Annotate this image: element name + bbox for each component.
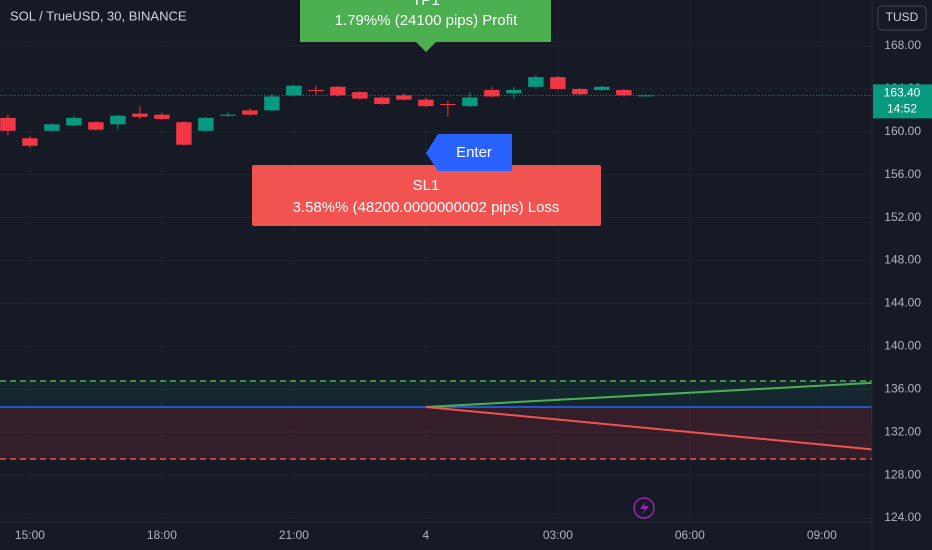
x-tick-label: 4: [423, 528, 430, 542]
loss-zone: [0, 407, 872, 460]
y-tick-label: 128.00: [884, 467, 921, 481]
y-tick-label: 152.00: [884, 210, 921, 224]
candle-body: [66, 117, 82, 126]
candle-body: [440, 103, 456, 106]
profit-projection: [425, 381, 873, 408]
tp-label-box: [300, 0, 551, 52]
countdown-label: 14:52: [887, 102, 917, 116]
profit-zone: [0, 381, 872, 408]
y-tick-label: 148.00: [884, 253, 921, 267]
candle-body: [44, 124, 60, 131]
candle-body: [0, 117, 16, 131]
x-tick-label: 21:00: [279, 528, 309, 542]
tp-text: 1.79%% (24100 pips) Profit: [335, 12, 518, 29]
candle-body: [154, 114, 170, 119]
y-tick-label: 144.00: [884, 296, 921, 310]
y-tick-label: 160.00: [884, 124, 921, 138]
entry-label-box: [426, 134, 512, 171]
candle-body: [572, 88, 588, 95]
candle-body: [22, 138, 38, 146]
candle-body: [506, 90, 522, 94]
candle-body: [418, 99, 434, 107]
candle-body: [616, 90, 632, 96]
candle-body: [594, 86, 610, 91]
x-tick-label: 03:00: [543, 528, 573, 542]
y-tick-label: 124.00: [884, 510, 921, 524]
candle-body: [198, 117, 214, 131]
entry-label: Enter: [456, 144, 492, 161]
candle-body: [330, 86, 346, 96]
lightning-icon[interactable]: [633, 497, 655, 519]
sl-title: SL1: [413, 177, 440, 194]
candle-body: [220, 114, 236, 116]
last-price-label: 163.40: [884, 86, 921, 100]
symbol-title: SOL / TrueUSD, 30, BINANCE: [10, 8, 187, 23]
candle-body: [396, 95, 412, 100]
candle-body: [462, 97, 478, 107]
sl-label-box: [252, 165, 601, 226]
tp-title: TP1: [412, 0, 440, 9]
sl-text: 3.58%% (48200.0000000002 pips) Loss: [293, 199, 560, 216]
candle-body: [352, 92, 368, 99]
x-tick-label: 18:00: [147, 528, 177, 542]
y-tick-label: 168.00: [884, 38, 921, 52]
x-tick-label: 09:00: [807, 528, 837, 542]
candle-body: [484, 90, 500, 97]
candle-body: [242, 110, 258, 115]
candle-body: [110, 115, 126, 125]
candle-body: [550, 77, 566, 89]
lightning-glyph: [640, 501, 649, 515]
candle-body: [308, 90, 324, 92]
candle-body: [132, 113, 148, 117]
y-tick-label: 132.00: [884, 424, 921, 438]
candle-body: [374, 97, 390, 104]
candle-body: [286, 85, 302, 96]
x-tick-label: 06:00: [675, 528, 705, 542]
candle-body: [528, 77, 544, 87]
candle-body: [176, 122, 192, 145]
last-price-box: [873, 84, 932, 119]
y-tick-label: 136.00: [884, 381, 921, 395]
currency-button[interactable]: [877, 5, 927, 31]
y-tick-label: 156.00: [884, 167, 921, 181]
x-tick-label: 15:00: [15, 528, 45, 542]
candle-body: [88, 122, 104, 130]
currency-label: TUSD: [886, 10, 919, 24]
loss-projection: [425, 406, 873, 451]
y-tick-label: 140.00: [884, 339, 921, 353]
candle-body: [264, 96, 280, 111]
